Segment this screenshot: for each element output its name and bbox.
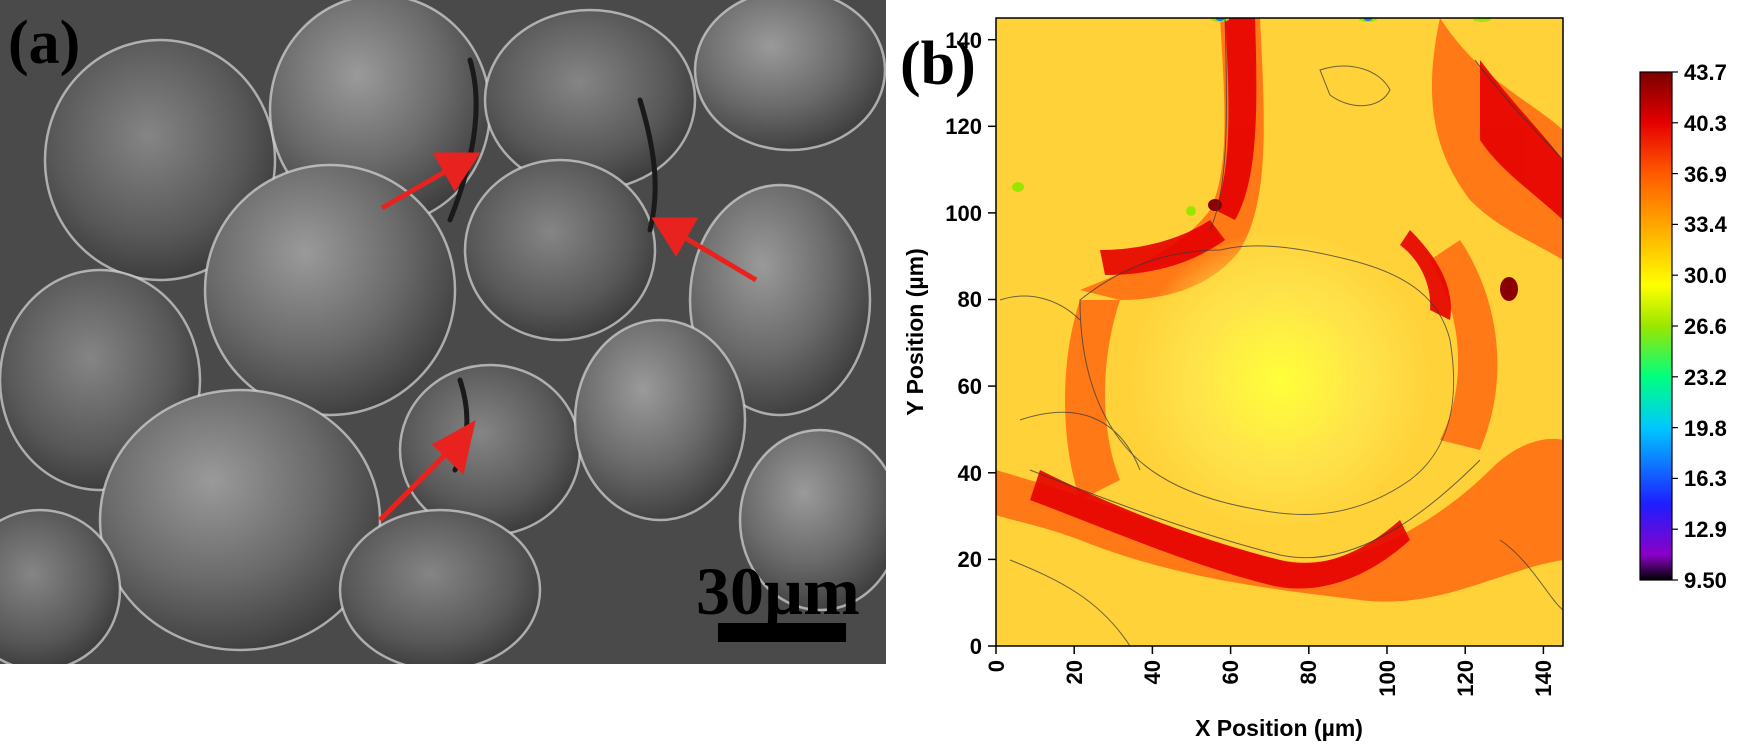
heatmap-panel: 0 20 40 60 80 100 120 140 Y Position (µm… [880,0,1750,747]
x-tick-label: 60 [1218,660,1243,684]
x-tick-label: 140 [1531,660,1556,697]
y-tick-label: 120 [945,114,982,139]
scale-bar-label: 30µm [696,553,860,629]
colorbar-label: 43.7 [1684,60,1727,85]
y-tick-label: 0 [970,634,982,659]
y-axis-title: Y Position (µm) [902,248,928,415]
colorbar-label: 33.4 [1684,212,1728,237]
colorbar-gradient [1639,71,1673,581]
y-tick-label: 80 [958,287,982,312]
colorbar-label: 40.3 [1684,111,1727,136]
y-tick-label: 60 [958,374,982,399]
red-arrow-icon [380,152,481,211]
y-tick-label: 140 [945,28,982,53]
arrow-overlay [378,152,758,522]
sem-image [0,0,886,664]
heatmap-field [996,18,1563,646]
x-axis: 0 20 40 60 80 100 120 140 X Position (µm… [984,646,1556,741]
colorbar-label: 23.2 [1684,365,1727,390]
colorbar-label: 36.9 [1684,162,1727,187]
colorbar-label: 9.50 [1684,568,1727,593]
x-tick-label: 120 [1453,660,1478,697]
x-tick-label: 40 [1140,660,1165,684]
x-tick-label: 20 [1062,660,1087,684]
plot-frame [995,17,1564,647]
panel-b-label: (b) [900,30,976,98]
y-tick-label: 100 [945,201,982,226]
colorbar-label: 30.0 [1684,263,1727,288]
sem-micrograph-panel: (a) 30µm [0,0,886,664]
colorbar: 43.7 40.3 36.9 33.4 30.0 26.6 23.2 19.8 … [1639,60,1728,593]
panel-a-label: (a) [8,9,81,77]
x-axis-title: X Position (µm) [1195,715,1363,741]
y-axis: 0 20 40 60 80 100 120 140 Y Position (µm… [902,28,996,659]
red-arrow-icon [651,217,758,283]
heatmap-chart: 0 20 40 60 80 100 120 140 Y Position (µm… [900,17,1728,741]
colorbar-label: 26.6 [1684,314,1727,339]
red-arrow-icon [378,420,476,522]
colorbar-label: 16.3 [1684,466,1727,491]
scale-bar [718,623,846,642]
x-tick-label: 80 [1296,660,1321,684]
y-tick-label: 20 [958,547,982,572]
colorbar-label: 19.8 [1684,416,1727,441]
colorbar-label: 12.9 [1684,517,1727,542]
x-tick-label: 100 [1375,660,1400,697]
y-tick-label: 40 [958,461,982,486]
x-tick-label: 0 [984,660,1009,672]
